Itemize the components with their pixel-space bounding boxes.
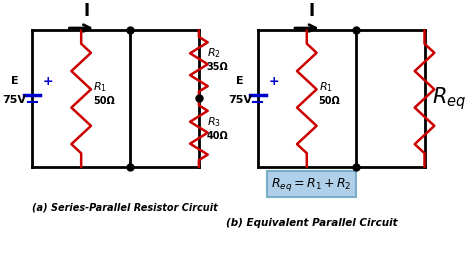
Text: (b) Equivalent Parallel Circuit: (b) Equivalent Parallel Circuit (226, 218, 398, 228)
Text: E: E (10, 76, 18, 86)
Text: $R_3$: $R_3$ (207, 115, 221, 129)
Text: $R_1$: $R_1$ (319, 81, 333, 94)
Text: I: I (83, 2, 89, 20)
Text: $R_{eq}=R_1+R_2$: $R_{eq}=R_1+R_2$ (272, 176, 352, 193)
Text: 50Ω: 50Ω (93, 96, 115, 106)
Text: (a) Series-Parallel Resistor Circuit: (a) Series-Parallel Resistor Circuit (32, 203, 218, 213)
Text: 75V: 75V (2, 95, 27, 105)
Text: 40Ω: 40Ω (207, 131, 228, 140)
Text: E: E (236, 76, 244, 86)
Text: $R_2$: $R_2$ (207, 46, 220, 60)
Text: 35Ω: 35Ω (207, 62, 228, 72)
Text: I: I (309, 2, 315, 20)
Text: 50Ω: 50Ω (319, 96, 340, 106)
Text: $R_{eq}$: $R_{eq}$ (432, 85, 466, 112)
Text: +: + (268, 75, 279, 88)
Text: $R_1$: $R_1$ (93, 81, 107, 94)
Text: 75V: 75V (228, 95, 252, 105)
Text: +: + (43, 75, 53, 88)
